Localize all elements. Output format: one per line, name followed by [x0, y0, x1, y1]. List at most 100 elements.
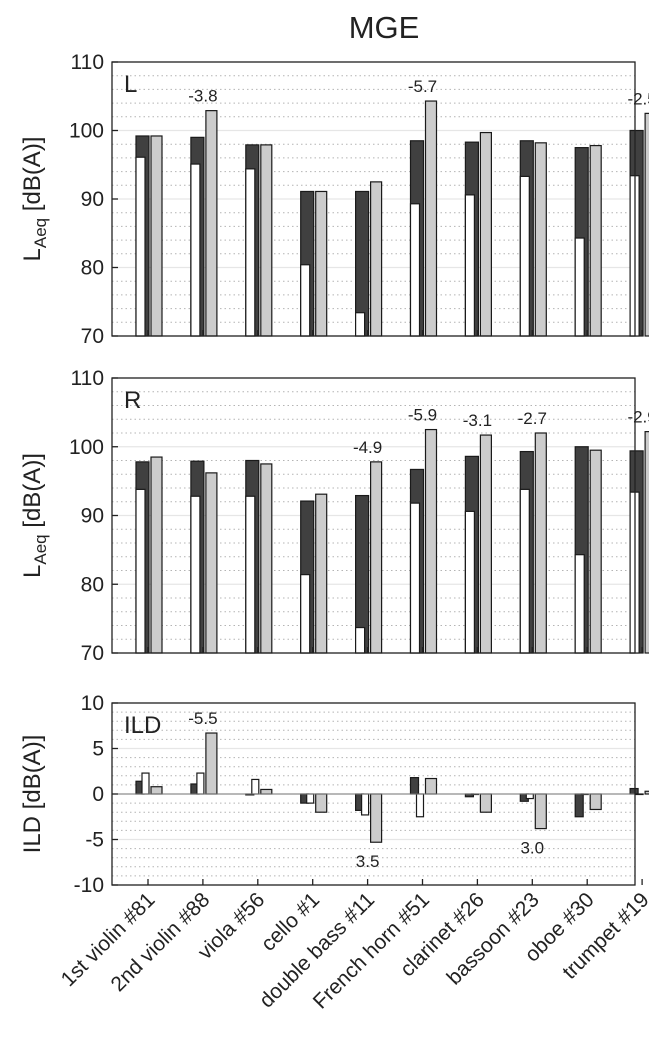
- bar-light: [370, 461, 383, 654]
- bar-white: [361, 793, 370, 816]
- bar-white: [409, 203, 421, 337]
- ytick-label: 70: [81, 325, 104, 348]
- bar-white: [306, 793, 315, 804]
- bar-white: [519, 175, 530, 337]
- annotation-label: -5.5: [188, 709, 217, 728]
- xtick-label: 1st violin #81: [57, 888, 160, 991]
- y-axis-label-rest: [dB(A)]: [19, 137, 46, 218]
- bar-light: [205, 110, 218, 337]
- bar-white: [135, 156, 146, 337]
- y-axis-label-main: L: [19, 248, 46, 261]
- bar-light: [424, 777, 438, 795]
- annotation-label: 3.0: [520, 839, 544, 858]
- bar-dark: [409, 777, 420, 795]
- bar-light: [644, 112, 649, 337]
- annotation-label: -5.7: [408, 77, 437, 96]
- panel-ild: -10 -5 0 5 10 ILD ILD [dB(A)] -5.5 3.5 3.0: [19, 692, 649, 897]
- ytick-label: 110: [71, 367, 104, 390]
- bar-light: [205, 472, 218, 654]
- bar-white: [415, 793, 425, 818]
- bar-white: [300, 264, 311, 337]
- bar-white: [464, 510, 475, 654]
- y-axis-label: LAeq [dB(A)]: [19, 453, 50, 578]
- bar-white: [245, 168, 256, 337]
- bar-light: [315, 493, 328, 654]
- panel-label: R: [124, 387, 141, 414]
- y-axis-label-rest: [dB(A)]: [19, 453, 46, 534]
- bar-white: [245, 495, 256, 654]
- panel-label: ILD: [124, 712, 161, 739]
- ytick-label: 80: [81, 257, 104, 280]
- bar-light: [479, 793, 492, 813]
- bar-dark: [629, 787, 639, 795]
- annotation-label: 3.5: [356, 852, 380, 871]
- ytick-label: 100: [69, 120, 104, 143]
- annotation-label: -2.7: [518, 409, 547, 428]
- y-axis-label-main: ILD [dB(A)]: [19, 735, 46, 854]
- panel-label: L: [124, 71, 137, 98]
- bar-light: [260, 463, 273, 654]
- y-axis-label-sub: Aeq: [31, 534, 50, 564]
- bar-dark: [574, 793, 584, 818]
- bar-light: [370, 793, 383, 843]
- bar-light: [424, 428, 438, 654]
- bar-light: [150, 786, 163, 795]
- bar-light: [260, 788, 273, 795]
- bar-white: [135, 488, 146, 654]
- annotation-label: -3.8: [188, 87, 217, 106]
- ytick-label: 90: [81, 505, 104, 528]
- ytick-label: 80: [81, 573, 104, 596]
- bar-light: [534, 793, 547, 830]
- figure-title: MGE: [349, 10, 420, 45]
- bar-white: [635, 793, 644, 796]
- bar-white: [251, 778, 260, 795]
- bar-white: [190, 163, 201, 337]
- bar-light: [589, 449, 602, 654]
- ytick-label: -10: [74, 874, 104, 897]
- ytick-label: 100: [69, 436, 104, 459]
- bar-white: [525, 793, 534, 800]
- bar-white: [196, 772, 205, 795]
- ytick-label: 110: [71, 51, 104, 74]
- bar-light: [589, 144, 602, 337]
- bar-white: [141, 772, 150, 795]
- bar-light: [424, 100, 438, 337]
- bar-light: [479, 434, 492, 654]
- bar-light: [534, 432, 547, 654]
- bar-white: [355, 312, 366, 337]
- bar-white: [464, 194, 475, 337]
- annotation-label: -2.9: [627, 408, 649, 427]
- bar-white: [409, 502, 421, 654]
- bar-light: [315, 190, 328, 337]
- bar-light: [150, 135, 163, 337]
- annotation-label: -5.9: [408, 406, 437, 425]
- y-axis-label-sub: Aeq: [31, 218, 50, 248]
- bar-light: [150, 456, 163, 654]
- ytick-label: 10: [81, 692, 104, 715]
- annotation-label: -2.5: [627, 89, 649, 108]
- bar-white: [574, 554, 585, 654]
- bar-light: [205, 732, 218, 795]
- bar-white: [190, 495, 201, 654]
- bar-light: [260, 144, 273, 337]
- ytick-label: -5: [85, 829, 104, 852]
- y-axis-label: LAeq [dB(A)]: [19, 137, 50, 262]
- annotation-label: -3.1: [463, 411, 492, 430]
- bar-white: [300, 574, 311, 654]
- bars: [135, 732, 649, 843]
- y-axis-label-main: L: [19, 565, 46, 578]
- y-axis-label: ILD [dB(A)]: [19, 735, 46, 854]
- ytick-label: 5: [92, 738, 104, 761]
- annotation-label: -4.9: [353, 438, 382, 457]
- bar-light: [315, 793, 328, 813]
- ytick-label: 0: [92, 783, 104, 806]
- bar-light: [370, 181, 383, 337]
- panel-r: 70 80 90 100 110 R LAeq [dB(A)] -4.9 -5.9 -3.1 -2.…: [19, 367, 649, 665]
- ytick-label: 90: [81, 188, 104, 211]
- bar-light: [644, 790, 649, 795]
- bars: [135, 428, 649, 654]
